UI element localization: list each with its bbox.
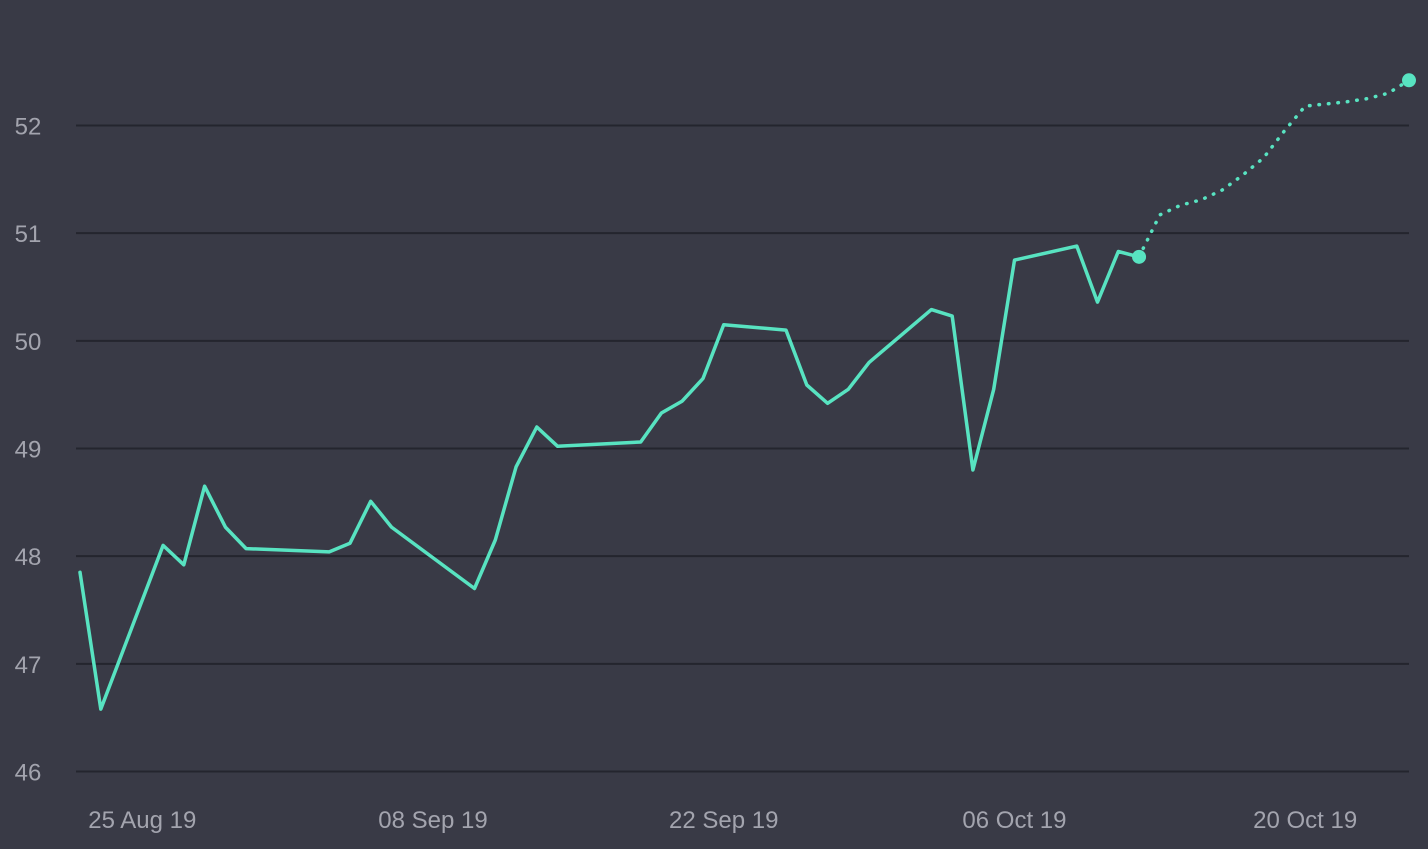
y-tick-label: 52 (15, 114, 42, 141)
x-tick-label: 22 Sep 19 (669, 807, 778, 834)
x-tick-label: 25 Aug 19 (88, 807, 196, 834)
y-tick-label: 50 (15, 329, 42, 356)
last-actual-point[interactable] (1132, 249, 1147, 264)
forecast-series-line (1137, 78, 1411, 259)
y-tick-label: 48 (15, 544, 42, 571)
forecast-end-point[interactable] (1402, 73, 1416, 88)
x-tick-label: 06 Oct 19 (962, 807, 1066, 834)
y-tick-label: 46 (15, 760, 42, 787)
y-tick-label: 51 (15, 221, 42, 248)
x-tick-label: 20 Oct 19 (1253, 807, 1357, 834)
y-tick-label: 47 (15, 652, 42, 679)
x-tick-label: 08 Sep 19 (378, 807, 487, 834)
price-series-line (78, 244, 1141, 711)
y-tick-label: 49 (15, 437, 42, 464)
